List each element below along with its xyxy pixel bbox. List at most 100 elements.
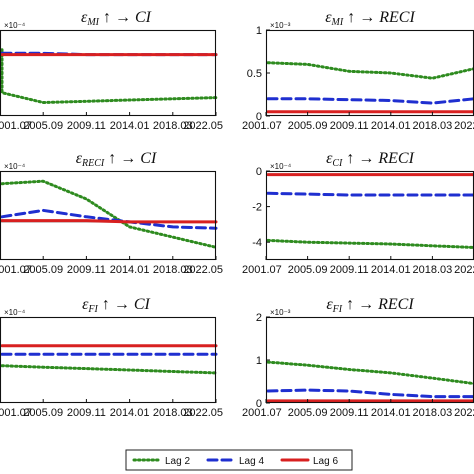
title-epsilon: ε <box>326 150 333 167</box>
legend: Lag 2 Lag 4 Lag 6 <box>125 449 353 471</box>
x-tick-label: 2018.03 <box>413 407 453 419</box>
x-tick-label: 2009.11 <box>67 264 106 276</box>
series-lag-2 <box>0 48 218 104</box>
x-tick-label: 2014.01 <box>371 120 411 132</box>
panel-title: εMI ↑ → RECI <box>325 9 415 28</box>
title-arrow: ↑ → <box>98 296 134 313</box>
axis-multiplier: ×10⁻³ <box>270 308 291 317</box>
title-epsilon: ε <box>326 296 333 313</box>
series-lag-4 <box>266 97 474 105</box>
title-arrow: ↑ → <box>343 9 379 26</box>
x-tick-label: 2022.05 <box>183 407 223 419</box>
panel-2: εMI ↑ → RECI ×10⁻³ 0 0.5 1 2001.07 2005.09 2009… <box>242 9 474 132</box>
title-subscript: RECI <box>81 158 105 169</box>
x-tick-label: 2009.11 <box>67 120 106 132</box>
x-tick-label: 2005.09 <box>288 264 328 276</box>
series-lag-4 <box>266 191 474 197</box>
x-tick-label: 2014.01 <box>110 120 150 132</box>
y-tick-label: 2 <box>256 312 262 324</box>
x-tick-label: 2001.07 <box>242 120 282 132</box>
title-subscript: FI <box>87 304 98 315</box>
x-tick-label: 2022.05 <box>454 264 474 276</box>
y-tick-label: 0.5 <box>247 68 262 80</box>
y-tick-label: -4 <box>252 237 262 249</box>
panel-4: εCI ↑ → RECI ×10⁻⁴ 0 -2 -4 2001.07 2005.09 2009… <box>242 150 474 276</box>
x-tick-label: 2018.03 <box>413 264 453 276</box>
series-lag-4 <box>266 388 474 399</box>
legend-label: Lag 4 <box>239 456 264 467</box>
title-arrow: ↑ → <box>104 150 140 167</box>
plot-frame <box>0 170 217 261</box>
panel-title: εMI ↑ → CI <box>81 9 152 28</box>
x-tick-label: 2018.03 <box>153 407 193 419</box>
title-subscript: FI <box>332 304 343 315</box>
x-tick-label: 2018.03 <box>413 120 453 132</box>
legend-box <box>125 449 353 471</box>
title-subscript: MI <box>86 17 99 28</box>
x-tick-label: 2022.05 <box>454 120 474 132</box>
title-epsilon: ε <box>82 296 89 313</box>
y-tick-label: 1 <box>256 25 262 37</box>
x-tick-label: 2022.05 <box>454 407 474 419</box>
x-tick-label: 2009.11 <box>330 407 369 419</box>
x-tick-label: 2009.11 <box>330 120 369 132</box>
legend-label: Lag 6 <box>313 456 338 467</box>
y-tick-label: 1 <box>256 355 262 367</box>
title-epsilon: ε <box>325 9 332 26</box>
y-tick-label: -2 <box>252 202 262 214</box>
panel-title: εFI ↑ → CI <box>82 296 150 315</box>
panel-title: εCI ↑ → RECI <box>326 150 415 169</box>
x-tick-label: 2005.09 <box>288 407 328 419</box>
x-tick-label: 2014.01 <box>110 264 150 276</box>
title-target: RECI <box>377 150 414 167</box>
plot-frame <box>0 316 217 404</box>
x-tick-label: 2009.11 <box>330 264 369 276</box>
x-tick-label: 2014.01 <box>371 264 411 276</box>
title-target: CI <box>134 296 151 313</box>
series-lag-2 <box>0 179 218 249</box>
title-epsilon: ε <box>81 9 88 26</box>
panel-6: εFI ↑ → RECI ×10⁻³ 0 1 2 2001.07 2005.09 2009.1… <box>242 296 474 419</box>
series-lag-4 <box>0 208 218 230</box>
title-target: RECI <box>378 9 415 26</box>
axis-multiplier: ×10⁻³ <box>270 21 291 30</box>
axis-multiplier: ×10⁻⁴ <box>4 162 26 171</box>
x-tick-label: 2001.07 <box>0 407 32 419</box>
title-arrow: ↑ → <box>342 296 378 313</box>
title-target: CI <box>135 9 152 26</box>
series-lag-2 <box>266 360 474 386</box>
y-tick-label: 0 <box>256 166 262 178</box>
axis-multiplier: ×10⁻⁴ <box>4 308 26 317</box>
series-lag-2 <box>266 61 474 80</box>
x-tick-label: 2001.07 <box>242 264 282 276</box>
x-tick-label: 2022.05 <box>183 120 223 132</box>
x-tick-label: 2005.09 <box>23 120 63 132</box>
title-target: CI <box>140 150 157 167</box>
series-lag-2 <box>266 238 474 249</box>
y-tick-label: 0 <box>256 398 262 410</box>
axis-multiplier: ×10⁻⁴ <box>4 21 26 30</box>
x-tick-label: 2022.05 <box>183 264 223 276</box>
title-subscript: CI <box>332 158 343 169</box>
x-tick-label: 2001.07 <box>0 264 32 276</box>
panel-title: εRECI ↑ → CI <box>76 150 157 169</box>
x-tick-label: 2014.01 <box>110 407 150 419</box>
plot-frame <box>0 29 217 117</box>
legend-label: Lag 2 <box>165 456 190 467</box>
series-lag-2 <box>0 364 218 375</box>
title-epsilon: ε <box>76 150 83 167</box>
x-tick-label: 2018.03 <box>153 120 193 132</box>
x-tick-label: 2014.01 <box>371 407 411 419</box>
axis-multiplier: ×10⁻⁴ <box>270 162 292 171</box>
x-tick-label: 2005.09 <box>288 120 328 132</box>
y-tick-label: 0 <box>256 111 262 123</box>
x-tick-label: 2001.07 <box>0 120 32 132</box>
title-arrow: ↑ → <box>342 150 378 167</box>
x-tick-label: 2001.07 <box>242 407 282 419</box>
x-tick-label: 2009.11 <box>67 407 106 419</box>
x-tick-label: 2005.09 <box>23 264 63 276</box>
x-tick-label: 2005.09 <box>23 407 63 419</box>
